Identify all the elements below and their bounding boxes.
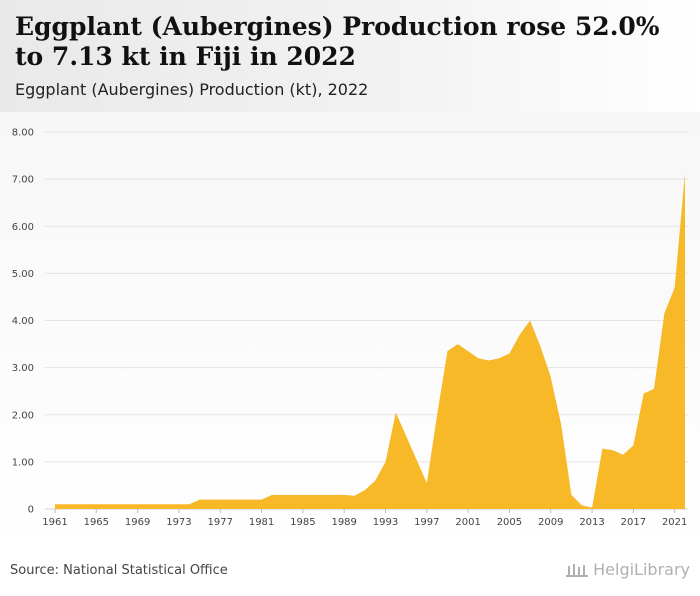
source-note: Source: National Statistical Office (10, 563, 228, 578)
y-tick-label: 7.00 (12, 175, 34, 186)
y-tick-label: 1.00 (12, 457, 34, 468)
x-axis: 1961 1965 1969 1973 1977 1981 1985 1989 1993 1997… (42, 509, 687, 528)
x-tick-label: 1965 (84, 517, 109, 528)
library-building-icon (566, 563, 589, 577)
y-tick-label: 3.00 (12, 363, 34, 374)
page-title: Eggplant (Aubergines) Production rose 52… (15, 12, 660, 71)
y-axis: 0 1.00 2.00 3.00 4.00 5.00 6.00 7.00 8.00 (12, 128, 34, 516)
x-tick-label: 2021 (662, 517, 687, 528)
x-tick-label: 2009 (538, 517, 563, 528)
y-tick-label: 5.00 (12, 269, 34, 280)
y-tick-label: 8.00 (12, 128, 34, 139)
x-tick-label: 1985 (290, 517, 315, 528)
chart-subtitle: Eggplant (Aubergines) Production (kt), 2… (15, 80, 369, 99)
helgi-library-logo[interactable]: HelgiLibrary (565, 560, 690, 579)
x-tick-label: 2013 (579, 517, 604, 528)
plot-area (0, 112, 700, 552)
x-tick-label: 1989 (331, 517, 356, 528)
x-tick-label: 2005 (497, 517, 522, 528)
x-tick-label: 1961 (42, 517, 67, 528)
x-tick-label: 2017 (621, 517, 646, 528)
y-tick-label: 6.00 (12, 222, 34, 233)
production-area[interactable] (55, 172, 685, 509)
x-tick-label: 1981 (249, 517, 274, 528)
x-tick-label: 1969 (125, 517, 150, 528)
x-tick-label: 2001 (455, 517, 480, 528)
x-tick-label: 1977 (208, 517, 233, 528)
x-tick-label: 1993 (373, 517, 398, 528)
gridlines (45, 131, 688, 510)
y-tick-label: 0 (28, 505, 34, 516)
x-tick-label: 1973 (166, 517, 191, 528)
header-band (0, 0, 700, 112)
y-tick-label: 4.00 (12, 316, 34, 327)
area-chart: 01.002.003.004.005.006.007.008.00 1961 19… (12, 128, 688, 528)
logo-text: HelgiLibrary (593, 560, 690, 579)
series-area-layer (55, 172, 685, 509)
y-tick-label: 2.00 (12, 410, 34, 421)
x-tick-label: 1997 (414, 517, 439, 528)
